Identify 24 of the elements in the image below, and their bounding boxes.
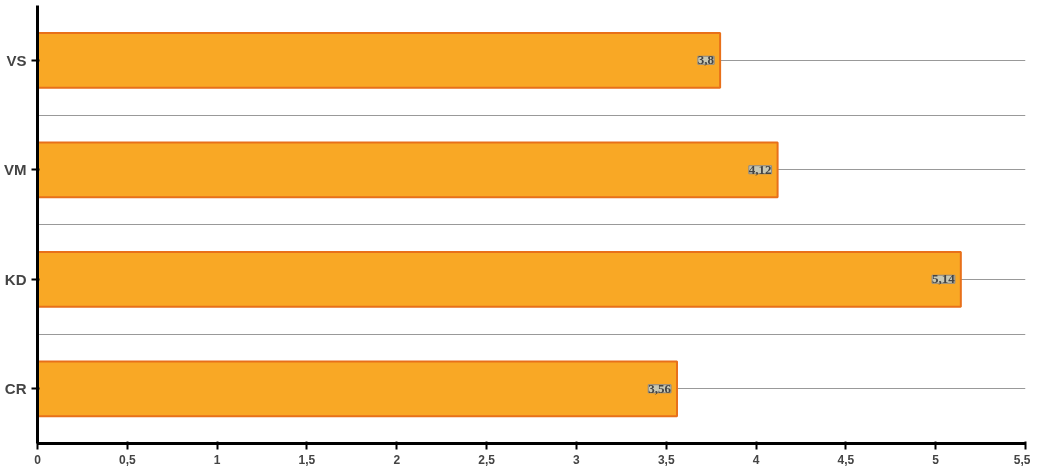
bar: [37, 141, 779, 199]
bar: [37, 360, 679, 418]
data-label: 3,8: [697, 52, 715, 68]
x-tick-label: 5: [932, 452, 940, 467]
bar: [37, 31, 722, 89]
x-tick-label: 1: [213, 452, 221, 467]
x-tick-label: 5,5: [1013, 452, 1031, 467]
x-tick-label: 2: [393, 452, 401, 467]
x-tick-label: 4: [752, 452, 760, 467]
y-tick-label: CR: [4, 380, 27, 398]
x-tick-label: 0,5: [118, 452, 136, 467]
x-tick-label: 3,5: [657, 452, 675, 467]
data-label: 5,14: [932, 271, 956, 287]
y-tick-label: VM: [4, 161, 27, 179]
data-label: 3,56: [648, 380, 672, 396]
y-tick-label: KD: [4, 270, 27, 288]
x-tick-label: 3: [573, 452, 581, 467]
x-tick-label: 4,5: [837, 452, 855, 467]
y-tick-label: VS: [6, 51, 27, 69]
bar: [37, 250, 962, 308]
x-tick-label: 1,5: [298, 452, 316, 467]
x-tick-label: 0: [34, 452, 42, 467]
data-label: 4,12: [748, 161, 772, 177]
x-tick-label: 2,5: [478, 452, 496, 467]
